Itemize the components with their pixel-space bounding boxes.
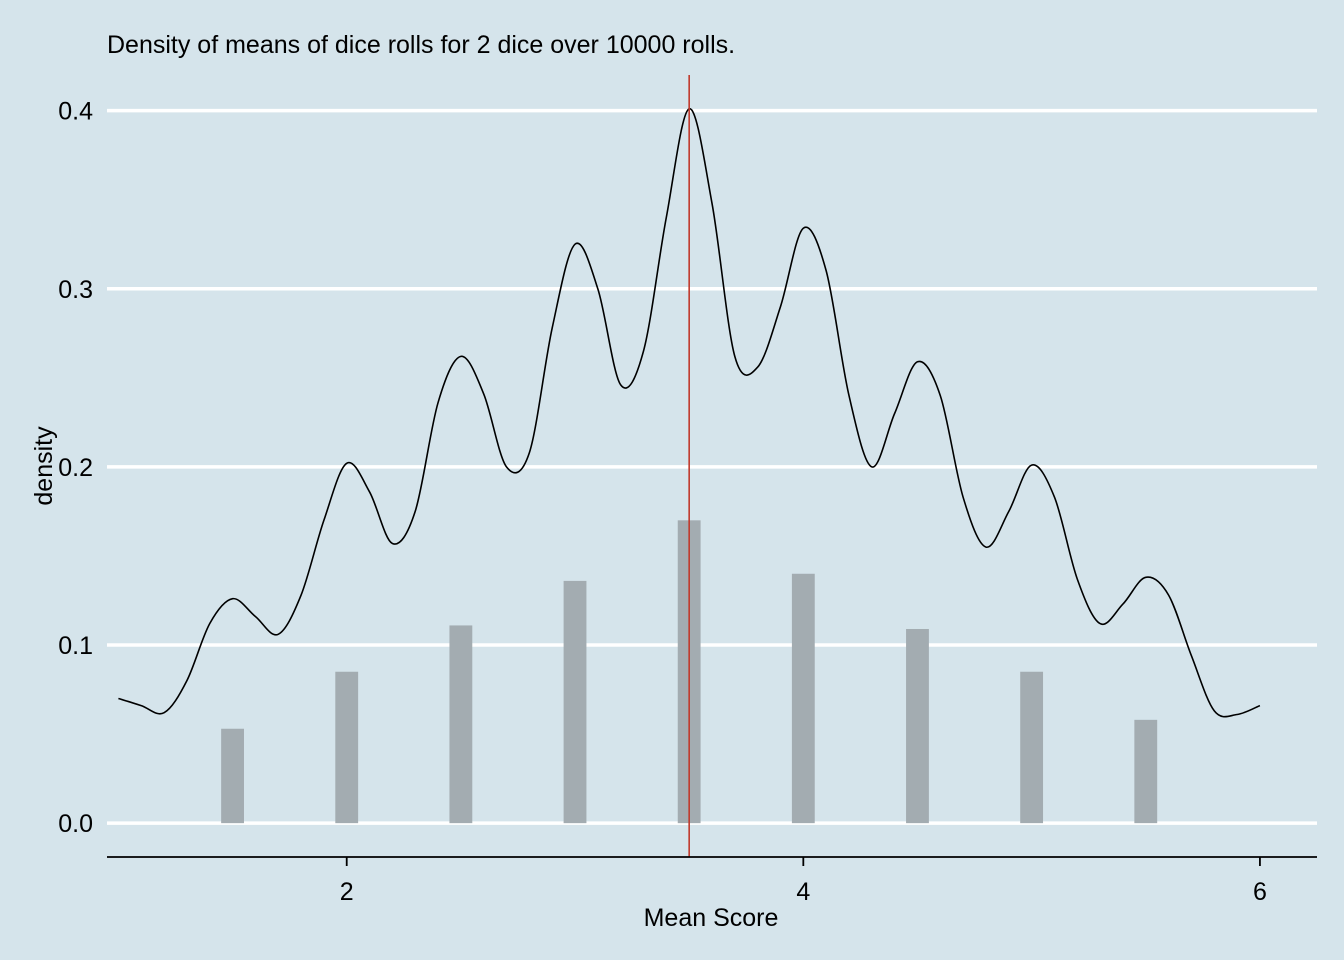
x-tick-label: 2 xyxy=(340,878,354,906)
y-tick-label: 0.2 xyxy=(58,454,93,482)
y-tick-label: 0.0 xyxy=(58,810,93,838)
bar xyxy=(449,625,473,824)
gridlines xyxy=(107,108,1317,825)
chart-title: Density of means of dice rolls for 2 dic… xyxy=(107,31,735,59)
bar xyxy=(563,580,587,824)
bars xyxy=(221,520,1158,824)
y-axis-ticks: 0.0 0.1 0.2 0.3 0.4 xyxy=(58,98,93,839)
bar xyxy=(1134,719,1158,824)
bar xyxy=(1020,671,1044,824)
x-axis-label: Mean Score xyxy=(644,904,779,932)
x-tick-label: 4 xyxy=(796,878,810,906)
bar xyxy=(221,728,244,824)
y-tick-label: 0.3 xyxy=(58,276,93,304)
bar xyxy=(791,573,815,824)
y-axis-label: density xyxy=(30,426,58,506)
y-tick-label: 0.1 xyxy=(58,632,93,660)
bar xyxy=(906,628,929,824)
y-tick-label: 0.4 xyxy=(58,98,93,126)
x-axis-ticks: 2 4 6 xyxy=(340,857,1267,906)
bar xyxy=(335,671,359,824)
x-tick-label: 6 xyxy=(1253,878,1267,906)
